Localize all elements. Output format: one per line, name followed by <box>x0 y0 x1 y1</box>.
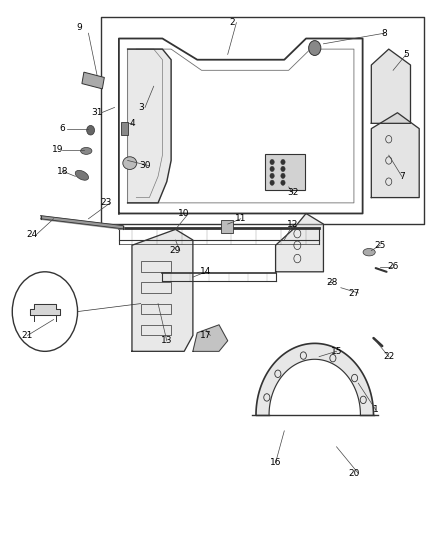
Text: 24: 24 <box>26 230 38 239</box>
Circle shape <box>270 159 274 165</box>
Text: 3: 3 <box>138 103 144 112</box>
Circle shape <box>281 159 285 165</box>
Circle shape <box>87 125 95 135</box>
Text: 17: 17 <box>200 331 212 340</box>
Ellipse shape <box>75 171 88 180</box>
Bar <box>120 122 127 135</box>
Text: 14: 14 <box>200 268 212 276</box>
Text: 28: 28 <box>326 278 338 287</box>
Bar <box>265 154 305 190</box>
Polygon shape <box>371 49 410 123</box>
Bar <box>221 220 233 233</box>
Text: 27: 27 <box>348 288 360 297</box>
Bar <box>141 261 171 272</box>
Text: 18: 18 <box>57 166 68 175</box>
Text: 15: 15 <box>331 347 342 356</box>
Circle shape <box>281 180 285 185</box>
Text: 26: 26 <box>387 262 399 271</box>
Text: 19: 19 <box>52 146 64 155</box>
Text: 8: 8 <box>381 29 387 38</box>
Text: 1: 1 <box>373 405 378 414</box>
Text: 21: 21 <box>22 331 33 340</box>
Text: 12: 12 <box>287 220 299 229</box>
Bar <box>141 304 171 314</box>
Text: 31: 31 <box>92 108 103 117</box>
Ellipse shape <box>81 148 92 155</box>
Polygon shape <box>256 343 374 415</box>
Text: 16: 16 <box>270 458 281 467</box>
Circle shape <box>309 41 321 55</box>
Polygon shape <box>132 229 193 351</box>
Text: 10: 10 <box>178 209 190 218</box>
Text: 29: 29 <box>170 246 181 255</box>
Text: 9: 9 <box>77 23 83 33</box>
Text: 23: 23 <box>100 198 112 207</box>
Text: 2: 2 <box>229 18 235 27</box>
Polygon shape <box>193 325 228 351</box>
Ellipse shape <box>123 157 137 169</box>
Text: 6: 6 <box>60 124 65 133</box>
Polygon shape <box>30 304 60 316</box>
Circle shape <box>270 180 274 185</box>
Circle shape <box>281 173 285 179</box>
Text: 20: 20 <box>348 469 360 478</box>
Circle shape <box>270 173 274 179</box>
Circle shape <box>270 166 274 172</box>
Text: 13: 13 <box>161 336 173 345</box>
Polygon shape <box>276 214 323 272</box>
Polygon shape <box>127 49 171 203</box>
Text: 5: 5 <box>403 50 409 59</box>
Bar <box>141 325 171 335</box>
Text: 30: 30 <box>139 161 151 170</box>
Text: 4: 4 <box>129 119 135 128</box>
Ellipse shape <box>363 248 375 256</box>
Text: 32: 32 <box>287 188 299 197</box>
Text: 25: 25 <box>374 241 386 250</box>
Bar <box>141 282 171 293</box>
Text: 22: 22 <box>383 352 394 361</box>
Text: 11: 11 <box>235 214 247 223</box>
Bar <box>82 72 104 89</box>
Circle shape <box>281 166 285 172</box>
Polygon shape <box>371 113 419 198</box>
Text: 7: 7 <box>399 172 405 181</box>
